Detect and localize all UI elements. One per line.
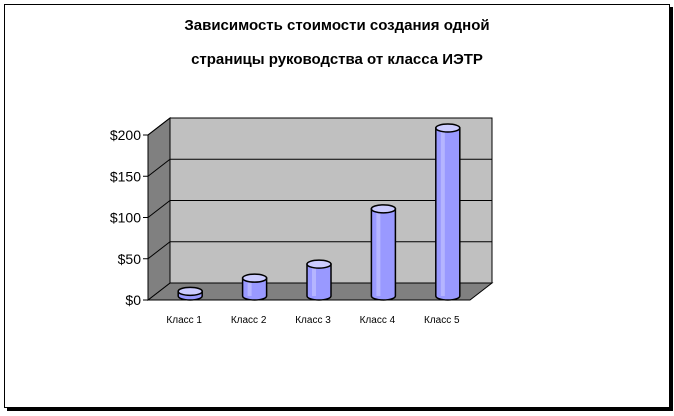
bar-highlight: [440, 129, 445, 296]
bar-top: [177, 286, 203, 297]
chart-title-line-1: Зависимость стоимости создания одной: [184, 17, 490, 34]
gridline-side: [147, 241, 171, 260]
bar-top: [241, 273, 268, 283]
category-label: Класс 2: [231, 315, 267, 326]
y-tick-label: $100: [110, 210, 141, 226]
bar-5: [435, 123, 461, 301]
category-label: Класс 3: [295, 315, 331, 326]
bar-top: [370, 204, 397, 214]
y-tick-label: $150: [110, 168, 141, 184]
bar-highlight: [312, 265, 316, 296]
gridline-side: [147, 158, 171, 177]
category-label: Класс 5: [424, 315, 460, 326]
bar-body: [306, 263, 332, 301]
bar-highlight: [376, 209, 381, 296]
bar-highlight: [247, 279, 252, 296]
chart-title-line-2: страницы руководства от класса ИЭТР: [191, 51, 483, 68]
y-tick-label: $50: [118, 251, 142, 267]
category-label: Класс 1: [166, 315, 202, 326]
bar-4: [370, 204, 397, 301]
y-tick-label: $0: [125, 292, 141, 308]
bar-top: [435, 123, 461, 133]
y-tick-label: $200: [110, 127, 141, 143]
bar-3: [306, 259, 332, 301]
gridline-side: [147, 117, 171, 136]
bar-top: [306, 259, 332, 269]
bar-2: [241, 273, 268, 301]
gridline-side: [147, 200, 171, 218]
bar-body: [370, 208, 397, 301]
bar-1: [177, 286, 203, 301]
bar-body: [435, 127, 461, 301]
category-label: Класс 4: [360, 315, 396, 326]
